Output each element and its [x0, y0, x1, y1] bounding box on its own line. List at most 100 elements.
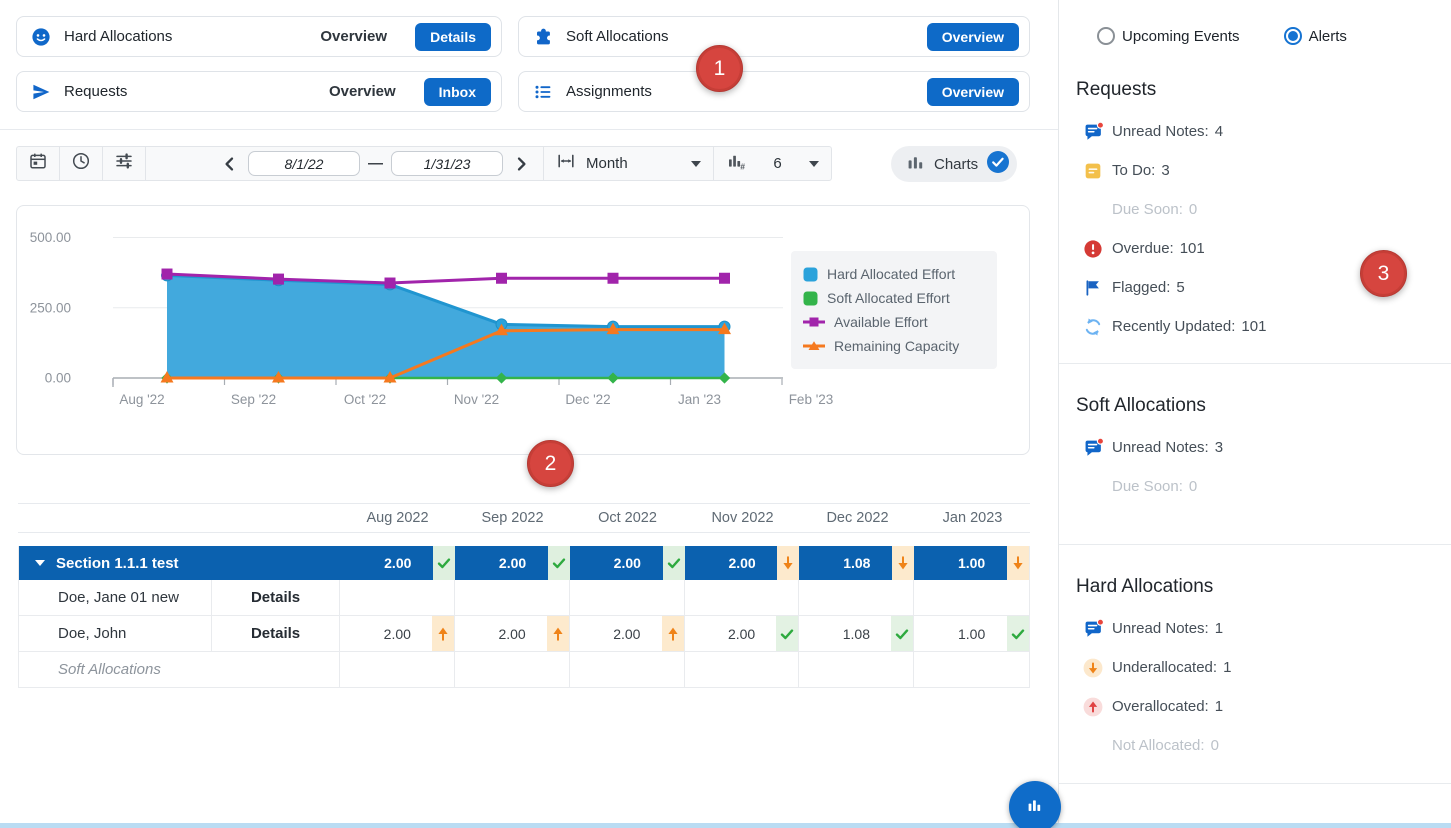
alerts-sidebar: Upcoming Events Alerts RequestsUnread No…: [1058, 0, 1451, 828]
interval-count-dropdown[interactable]: # 6: [713, 147, 831, 180]
status-strip-up: [662, 616, 684, 651]
month-cell-value: [340, 652, 454, 687]
month-cell-value: [799, 580, 913, 615]
legend-label: Remaining Capacity: [834, 338, 959, 354]
sidebar-divider: [1059, 783, 1451, 784]
card-soft-allocations: Soft Allocations Overview: [518, 16, 1030, 57]
refresh-icon: [1082, 316, 1104, 338]
radio-upcoming-events[interactable]: Upcoming Events: [1097, 27, 1240, 45]
svg-text:Nov '22: Nov '22: [454, 392, 499, 407]
flag-icon: [1082, 277, 1104, 299]
section-label: Section 1.1.1 test: [56, 555, 179, 572]
alert-count: 101: [1180, 240, 1205, 257]
month-column-header: Jan 2023: [915, 504, 1030, 532]
legend-label: Available Effort: [834, 314, 928, 330]
section-month-cell: 2.00: [685, 546, 800, 580]
expand-arrow-icon[interactable]: [35, 560, 45, 566]
month-cell-value: [914, 580, 1029, 615]
check-icon: [1010, 626, 1026, 642]
list-icon: [533, 82, 553, 102]
legend-label: Hard Allocated Effort: [827, 266, 955, 282]
charts-fab-button[interactable]: [1009, 781, 1061, 828]
chevron-down-icon: [691, 161, 701, 167]
month-column-header: Nov 2022: [685, 504, 800, 532]
alert-item[interactable]: Underallocated:1: [1082, 648, 1451, 687]
sidebar-tabs: Upcoming Events Alerts: [1097, 26, 1451, 46]
alert-count: 0: [1211, 737, 1219, 754]
alert-count: 4: [1215, 123, 1223, 140]
granularity-dropdown[interactable]: Month: [543, 147, 713, 180]
alert-item[interactable]: Overallocated:1: [1082, 687, 1451, 726]
month-cell: 1.00: [914, 616, 1029, 651]
status-strip-down: [1007, 546, 1029, 580]
table-row: Doe, Jane 01 newDetails: [19, 580, 1029, 615]
month-cell: 2.00: [685, 616, 800, 651]
legend-line-square-icon: [803, 316, 825, 328]
requests-inbox-button[interactable]: Inbox: [424, 78, 491, 106]
status-strip-check: [548, 546, 570, 580]
card-title: Hard Allocations: [64, 28, 172, 45]
month-cell: [799, 580, 914, 615]
radio-alerts[interactable]: Alerts: [1284, 27, 1347, 45]
alert-count: 5: [1176, 279, 1184, 296]
overdue-icon: [1082, 238, 1104, 260]
card-hard-allocations: Hard Allocations Overview Details: [16, 16, 502, 57]
svg-text:Jan '23: Jan '23: [678, 392, 721, 407]
status-strip-check: [433, 546, 455, 580]
radio-icon: [1097, 27, 1115, 45]
row-details-link[interactable]: Details: [212, 580, 341, 615]
chevron-down-icon: [809, 161, 819, 167]
arrow-down-icon: [781, 555, 795, 571]
charts-toggle[interactable]: Charts: [891, 146, 1017, 182]
arrow-down-icon: [1011, 555, 1025, 571]
month-cell-value: [914, 652, 1029, 687]
check-icon: [436, 555, 452, 571]
alert-item[interactable]: Due Soon:0: [1082, 190, 1451, 229]
start-date-input[interactable]: [248, 151, 360, 176]
requests-overview-link[interactable]: Overview: [329, 83, 396, 100]
time-view-button[interactable]: [60, 147, 103, 180]
calendar-view-button[interactable]: [17, 147, 60, 180]
sidebar-section-items: Unread Notes:3Due Soon:0: [1059, 428, 1451, 506]
no-icon: [1082, 476, 1104, 498]
sidebar-section-title: Soft Allocations: [1076, 392, 1451, 420]
end-date-input[interactable]: [391, 151, 503, 176]
chevron-left-icon[interactable]: [220, 154, 240, 174]
chevron-right-icon[interactable]: [511, 154, 531, 174]
alert-item[interactable]: Not Allocated:0: [1082, 726, 1451, 765]
section-name-cell[interactable]: Section 1.1.1 test: [19, 546, 340, 580]
hard-allocations-details-button[interactable]: Details: [415, 23, 491, 51]
resource-management-dashboard: Hard Allocations Overview Details Reques…: [0, 0, 1451, 828]
check-icon: [779, 626, 795, 642]
todo-icon: [1082, 160, 1104, 182]
alert-item[interactable]: Unread Notes:1: [1082, 609, 1451, 648]
sidebar-section-items: Unread Notes:1Underallocated:1Overalloca…: [1059, 609, 1451, 765]
alert-item[interactable]: Unread Notes:3: [1082, 428, 1451, 467]
soft-allocations-overview-button[interactable]: Overview: [927, 23, 1019, 51]
check-icon: [666, 555, 682, 571]
svg-text:0.00: 0.00: [45, 371, 71, 386]
sliders-icon: [114, 151, 134, 176]
arrow-down-icon: [896, 555, 910, 571]
month-cell: [455, 580, 570, 615]
svg-text:250.00: 250.00: [30, 300, 71, 315]
section-row[interactable]: Section 1.1.1 test2.002.002.002.001.081.…: [19, 546, 1029, 580]
section-month-cell: 1.08: [799, 546, 914, 580]
hard-allocations-icon: [31, 27, 51, 47]
assignments-overview-button[interactable]: Overview: [927, 78, 1019, 106]
row-details-link[interactable]: Details: [212, 616, 341, 651]
filter-settings-button[interactable]: [103, 147, 146, 180]
card-title: Requests: [64, 83, 127, 100]
section-divider: [0, 129, 1058, 130]
unread-notes-icon: [1082, 618, 1104, 640]
legend-item: Available Effort: [803, 310, 985, 334]
alert-item[interactable]: Unread Notes:4: [1082, 112, 1451, 151]
legend-label: Soft Allocated Effort: [827, 290, 950, 306]
alert-item[interactable]: Recently Updated:101: [1082, 307, 1451, 346]
hard-allocations-overview-link[interactable]: Overview: [320, 28, 387, 45]
month-cell: [340, 580, 455, 615]
alert-item[interactable]: To Do:3: [1082, 151, 1451, 190]
name-column-spacer: [18, 504, 340, 532]
alert-item[interactable]: Due Soon:0: [1082, 467, 1451, 506]
svg-text:Sep '22: Sep '22: [231, 392, 276, 407]
